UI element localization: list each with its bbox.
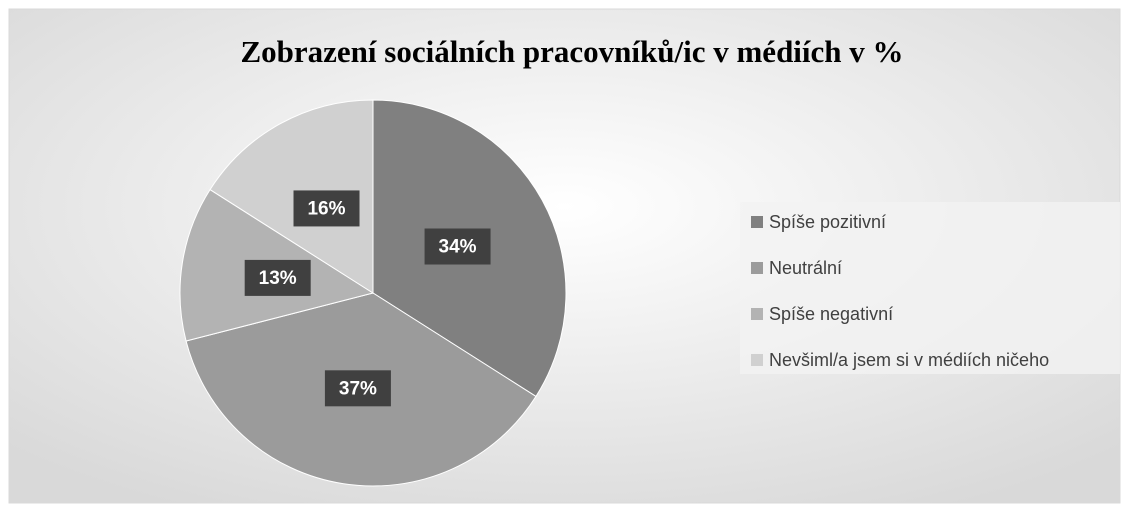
data-label-box	[324, 370, 391, 407]
data-label: 34%	[439, 237, 477, 258]
data-label-box	[244, 259, 311, 296]
data-label: 16%	[307, 198, 345, 219]
data-label: 37%	[339, 378, 377, 399]
legend-box	[740, 202, 1120, 374]
legend-label: Spíše pozitivní	[769, 212, 886, 232]
legend-swatch	[751, 262, 763, 274]
data-label: 13%	[259, 268, 297, 289]
pie-slice	[209, 99, 374, 294]
chart-title: Zobrazení sociálních pracovníků/ic v méd…	[240, 34, 903, 69]
legend-swatch	[751, 308, 763, 320]
legend-label: Neutrální	[769, 258, 842, 278]
legend-swatch	[751, 216, 763, 228]
data-label-box	[424, 228, 491, 265]
legend-swatch	[751, 354, 763, 366]
data-label-box	[293, 190, 360, 227]
legend-label: Spíše negativní	[769, 304, 893, 324]
legend-label: Nevšiml/a jsem si v médiích ničeho	[769, 350, 1049, 370]
